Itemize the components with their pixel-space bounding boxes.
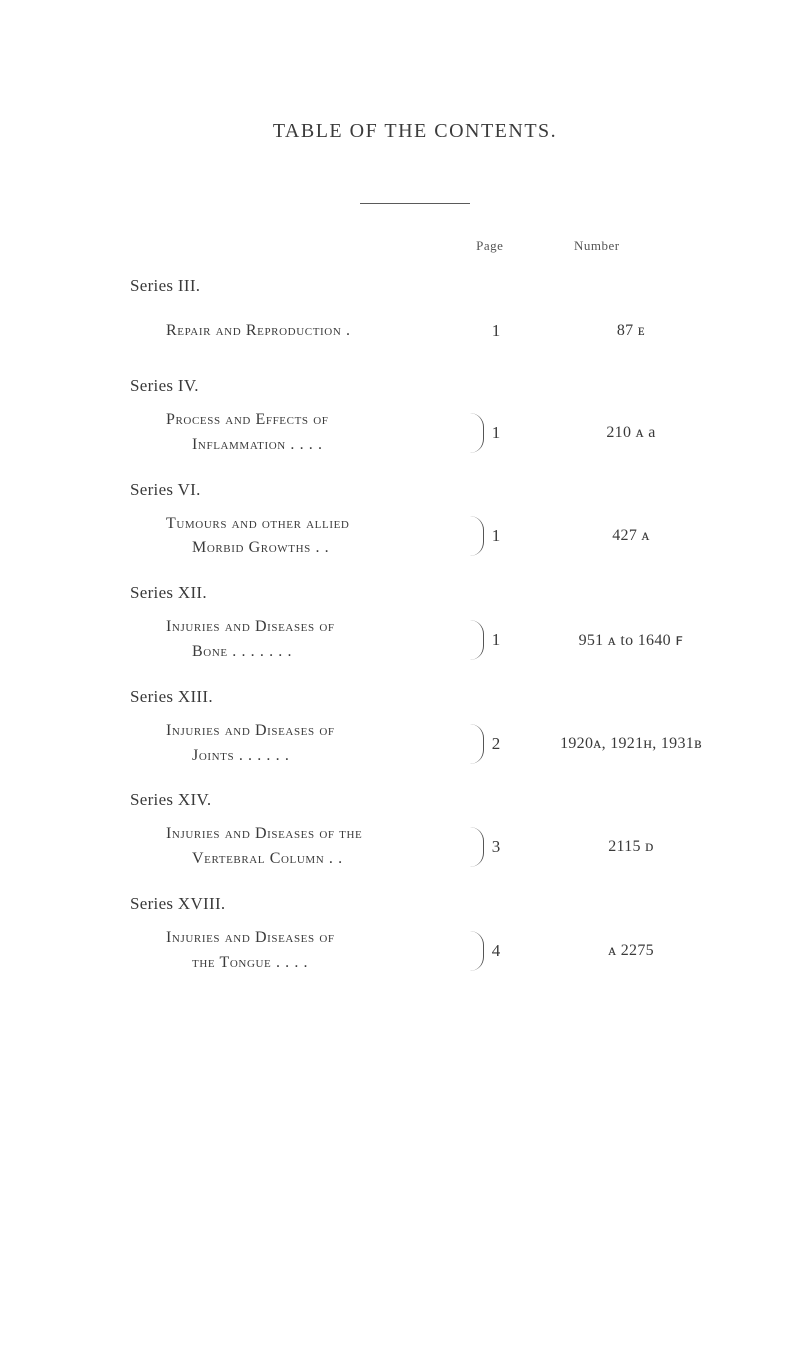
series-label: Series XIII. (130, 687, 700, 707)
series-label: Series VI. (130, 480, 700, 500)
toc-entry: Tumours and other allied Morbid Growths … (166, 512, 700, 562)
entry-line2: Bone . . . . . . . (166, 640, 466, 665)
series-label: Series III. (130, 276, 700, 296)
entry-item-number: 1920ᴀ, 1921ʜ, 1931ʙ (526, 735, 736, 753)
toc-entry: Process and Effects of Inflammation . . … (166, 408, 700, 458)
entry-line1: Tumours and other allied (166, 515, 349, 532)
series-block: Series III. Repair and Reproduction . 1 … (130, 276, 700, 354)
series-block: Series XIV. Injuries and Diseases of the… (130, 790, 700, 872)
entry-item-number: 427 ᴀ (526, 527, 736, 545)
entry-line1: Process and Effects of (166, 411, 328, 428)
entry-title: Injuries and Diseases of Bone . . . . . … (166, 615, 466, 665)
toc-entry: Repair and Reproduction . 1 87 ᴇ (166, 308, 700, 354)
series-label: Series IV. (130, 376, 700, 396)
entry-page-number: 1 (466, 321, 526, 341)
header-number-label: Number (514, 238, 680, 254)
toc-entry: Injuries and Diseases of the Tongue . . … (166, 926, 700, 976)
series-block: Series XVIII. Injuries and Diseases of t… (130, 894, 700, 976)
series-label: Series XII. (130, 583, 700, 603)
toc-entry: Injuries and Diseases of Bone . . . . . … (166, 615, 700, 665)
entry-title: Tumours and other allied Morbid Growths … (166, 512, 466, 562)
series-block: Series VI. Tumours and other allied Morb… (130, 480, 700, 562)
entry-line2: Vertebral Column . . (166, 847, 466, 872)
series-block: Series IV. Process and Effects of Inflam… (130, 376, 700, 458)
entry-line1: Repair and Reproduction . (166, 322, 351, 339)
entry-item-number: 951 ᴀ to 1640 ꜰ (526, 630, 736, 650)
entry-line1: Injuries and Diseases of the (166, 825, 362, 842)
entry-title: Injuries and Diseases of Joints . . . . … (166, 719, 466, 769)
series-label: Series XVIII. (130, 894, 700, 914)
title-divider (360, 203, 470, 204)
entry-title: Repair and Reproduction . (166, 319, 466, 344)
toc-entry: Injuries and Diseases of Joints . . . . … (166, 719, 700, 769)
column-headers: Page Number (130, 238, 700, 254)
series-block: Series XII. Injuries and Diseases of Bon… (130, 583, 700, 665)
entry-title: Injuries and Diseases of the Vertebral C… (166, 822, 466, 872)
document-page: TABLE OF THE CONTENTS. Page Number Serie… (0, 0, 800, 1367)
series-block: Series XIII. Injuries and Diseases of Jo… (130, 687, 700, 769)
entry-item-number: 87 ᴇ (526, 322, 736, 340)
entry-item-number: ᴀ 2275 (526, 942, 736, 960)
entry-item-number: 2115 ᴅ (526, 838, 736, 856)
page-title: TABLE OF THE CONTENTS. (130, 120, 700, 143)
entry-line1: Injuries and Diseases of (166, 929, 335, 946)
header-page-label: Page (466, 238, 514, 254)
entry-line2: Joints . . . . . . (166, 744, 466, 769)
entry-title: Process and Effects of Inflammation . . … (166, 408, 466, 458)
entry-title: Injuries and Diseases of the Tongue . . … (166, 926, 466, 976)
entry-line2: Morbid Growths . . (166, 536, 466, 561)
entry-line2: Inflammation . . . . (166, 433, 466, 458)
entry-line1: Injuries and Diseases of (166, 618, 335, 635)
entry-line1: Injuries and Diseases of (166, 722, 335, 739)
entry-item-number: 210 ᴀ a (526, 424, 736, 442)
entry-line2: the Tongue . . . . (166, 951, 466, 976)
toc-entry: Injuries and Diseases of the Vertebral C… (166, 822, 700, 872)
series-label: Series XIV. (130, 790, 700, 810)
